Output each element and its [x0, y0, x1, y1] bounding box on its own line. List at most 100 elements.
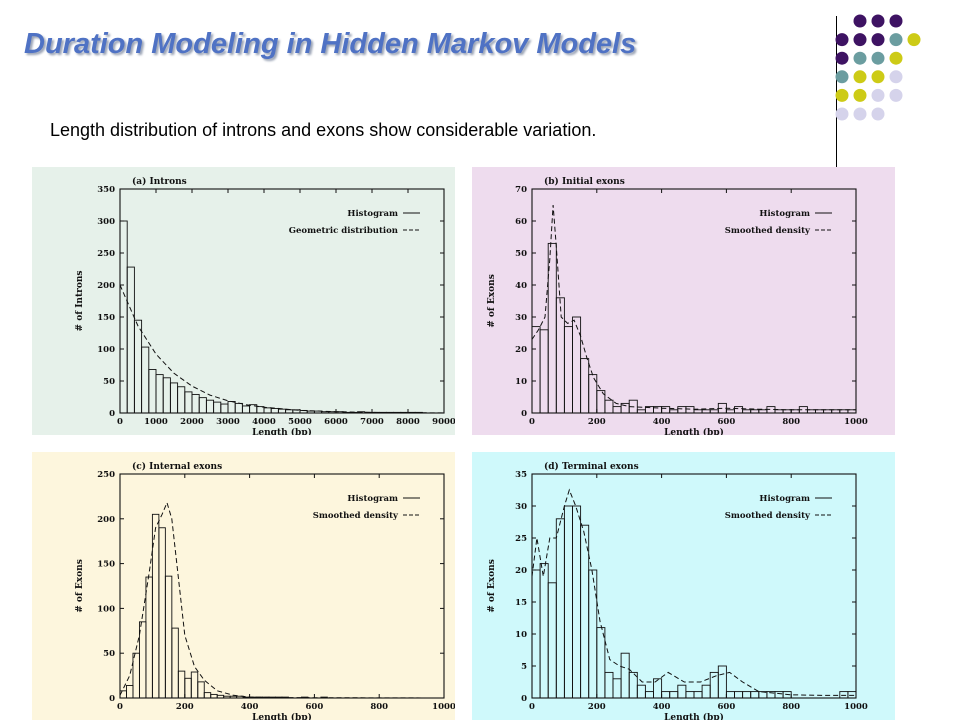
y-tick-label: 0 — [109, 409, 115, 419]
x-axis-label: Length (bp) — [664, 712, 724, 720]
y-tick-label: 50 — [103, 377, 115, 387]
x-tick-label: 200 — [588, 417, 606, 427]
histogram-bar — [653, 678, 663, 699]
decorative-dot — [835, 51, 849, 65]
x-tick-label: 5000 — [288, 417, 312, 427]
y-tick-label: 350 — [97, 185, 115, 195]
x-tick-label: 0 — [117, 417, 123, 427]
decorative-dot — [835, 70, 849, 84]
y-tick-label: 0 — [109, 694, 115, 704]
y-tick-label: 200 — [97, 281, 115, 291]
chart-panel-initial-exons: (b) Initial exons 0 200 400 600 800 1000 0 10 20 3… — [472, 167, 895, 435]
y-tick-label: 50 — [515, 249, 527, 259]
x-tick-label: 400 — [241, 702, 259, 712]
y-tick-label: 250 — [97, 470, 115, 480]
x-tick-label: 4000 — [252, 417, 276, 427]
x-tick-label: 600 — [718, 702, 736, 712]
x-tick-label: 2000 — [180, 417, 204, 427]
x-tick-label: 6000 — [324, 417, 348, 427]
decorative-dot — [853, 70, 867, 84]
decorative-dot — [853, 107, 867, 121]
decorative-dot — [871, 88, 885, 102]
legend-label: Geometric distribution — [289, 226, 398, 236]
x-tick-label: 600 — [718, 417, 736, 427]
decorative-dot — [871, 14, 885, 28]
chart-background — [32, 167, 455, 435]
legend-label: Histogram — [759, 494, 810, 504]
density-curve — [119, 284, 445, 414]
y-tick-label: 250 — [97, 249, 115, 259]
decorative-dot — [835, 33, 849, 47]
x-tick-label: 800 — [370, 702, 388, 712]
histogram-bar — [197, 681, 205, 699]
y-tick-label: 35 — [515, 470, 527, 480]
y-tick-label: 300 — [97, 217, 115, 227]
x-tick-label: 1000 — [432, 702, 455, 712]
y-tick-label: 25 — [515, 534, 527, 544]
histogram-bar — [628, 399, 638, 414]
x-tick-label: 7000 — [360, 417, 384, 427]
y-tick-label: 0 — [521, 694, 527, 704]
x-axis-label: Length (bp) — [252, 712, 312, 720]
x-axis-label: Length (bp) — [664, 427, 724, 435]
legend-label: Smoothed density — [313, 511, 399, 521]
decorative-dot — [835, 88, 849, 102]
decorative-dot — [889, 51, 903, 65]
y-axis-label: # of Introns — [75, 271, 85, 332]
legend-label: Histogram — [347, 494, 398, 504]
y-tick-label: 40 — [515, 281, 527, 291]
histogram-bar — [342, 411, 351, 414]
decorative-dot — [907, 33, 921, 47]
y-tick-label: 20 — [515, 566, 527, 576]
decorative-dot — [871, 107, 885, 121]
decorative-dot — [871, 51, 885, 65]
histogram-bar — [717, 665, 727, 699]
decorative-divider-line — [836, 16, 837, 176]
histogram-bar — [596, 627, 606, 699]
decorative-dot — [889, 14, 903, 28]
decorative-dot — [889, 88, 903, 102]
y-axis-label: # of Exons — [487, 274, 497, 328]
x-tick-label: 3000 — [216, 417, 240, 427]
x-tick-label: 0 — [529, 702, 535, 712]
x-tick-label: 200 — [588, 702, 606, 712]
chart-panel-terminal-exons: (d) Terminal exons 0 200 400 600 800 1000 0 5 10 1… — [472, 452, 895, 720]
x-tick-label: 8000 — [396, 417, 420, 427]
chart-background — [472, 167, 895, 435]
decorative-dot — [853, 51, 867, 65]
x-tick-label: 1000 — [844, 702, 868, 712]
y-tick-label: 20 — [515, 345, 527, 355]
y-tick-label: 70 — [515, 185, 527, 195]
legend-label: Smoothed density — [725, 226, 811, 236]
y-tick-label: 60 — [515, 217, 527, 227]
x-tick-label: 1000 — [144, 417, 168, 427]
x-tick-label: 1000 — [844, 417, 868, 427]
y-axis-label: # of Exons — [487, 559, 497, 613]
chart-panel-internal-exons: (c) Internal exons 0 200 400 600 800 1000 0 50 10… — [32, 452, 455, 720]
x-tick-label: 800 — [782, 702, 800, 712]
density-curve — [119, 501, 445, 699]
y-tick-label: 30 — [515, 502, 527, 512]
y-axis-label: # of Exons — [75, 559, 85, 613]
x-axis-label: Length (bp) — [252, 427, 312, 435]
y-tick-label: 15 — [515, 598, 527, 608]
y-tick-label: 5 — [521, 662, 527, 672]
slide-subtitle: Length distribution of introns and exons… — [50, 120, 597, 140]
chart-svg: (b) Initial exons 0 200 400 600 800 1000 0 10 20 3… — [472, 167, 895, 435]
y-tick-label: 200 — [97, 515, 115, 525]
chart-panel-introns: (a) Introns 0 1000 2000 3000 4000 5000 6000 7000… — [32, 167, 455, 435]
x-tick-label: 600 — [306, 702, 324, 712]
legend-label: Histogram — [347, 209, 398, 219]
decorative-dot — [853, 88, 867, 102]
y-tick-label: 10 — [515, 630, 527, 640]
decorative-dot — [835, 107, 849, 121]
x-tick-label: 0 — [529, 417, 535, 427]
decorative-dot — [871, 70, 885, 84]
x-tick-label: 200 — [176, 702, 194, 712]
y-tick-label: 100 — [97, 604, 115, 614]
x-tick-label: 800 — [782, 417, 800, 427]
chart-title: (b) Initial exons — [544, 176, 625, 187]
chart-title: (c) Internal exons — [132, 461, 222, 472]
legend-label: Histogram — [759, 209, 810, 219]
